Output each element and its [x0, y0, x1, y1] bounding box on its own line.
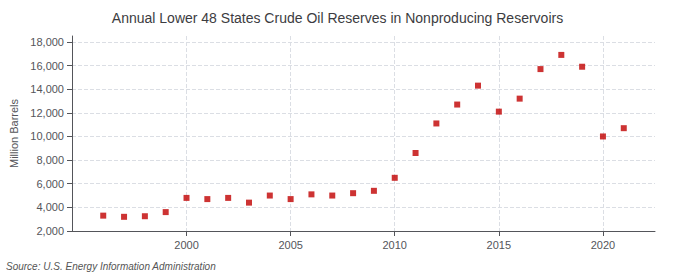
svg-text:2005: 2005 — [278, 239, 302, 251]
svg-text:Source: U.S. Energy Informatio: Source: U.S. Energy Information Administ… — [6, 261, 216, 272]
svg-text:2015: 2015 — [487, 239, 511, 251]
svg-text:14,000: 14,000 — [30, 83, 64, 95]
svg-text:2010: 2010 — [382, 239, 406, 251]
svg-text:2020: 2020 — [591, 239, 615, 251]
svg-text:Annual Lower 48 States Crude O: Annual Lower 48 States Crude Oil Reserve… — [112, 10, 563, 26]
svg-text:10,000: 10,000 — [30, 130, 64, 142]
svg-text:6,000: 6,000 — [36, 178, 64, 190]
svg-text:18,000: 18,000 — [30, 36, 64, 48]
svg-text:16,000: 16,000 — [30, 60, 64, 72]
svg-text:2,000: 2,000 — [36, 225, 64, 237]
svg-text:8,000: 8,000 — [36, 154, 64, 166]
svg-text:4,000: 4,000 — [36, 201, 64, 213]
svg-text:12,000: 12,000 — [30, 107, 64, 119]
svg-text:Million Barrels: Million Barrels — [8, 98, 20, 168]
svg-text:2000: 2000 — [174, 239, 198, 251]
